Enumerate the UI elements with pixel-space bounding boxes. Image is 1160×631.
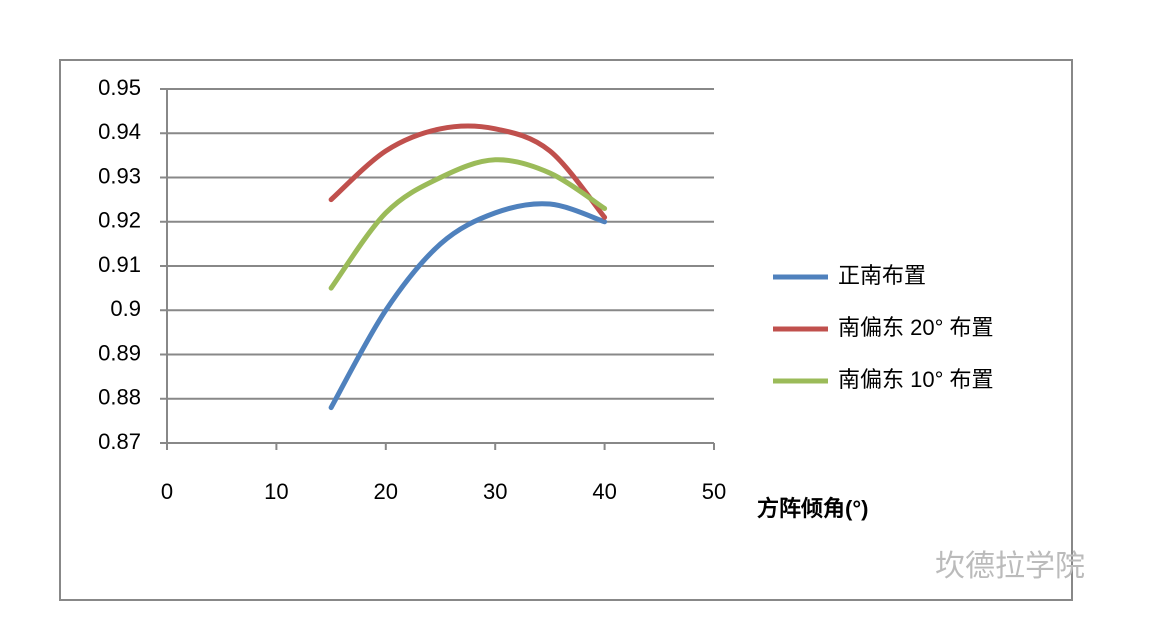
y-tick-label: 0.87 [98, 429, 141, 454]
y-tick-label: 0.95 [98, 75, 141, 100]
y-tick-label: 0.88 [98, 385, 141, 410]
x-tick-label: 30 [483, 479, 507, 504]
y-tick-label: 0.93 [98, 163, 141, 188]
x-axis-title: 方阵倾角(°) [757, 496, 868, 521]
y-tick-label: 0.94 [98, 119, 141, 144]
y-tick-label: 0.92 [98, 208, 141, 233]
x-tick-label: 50 [702, 479, 726, 504]
series-line [328, 123, 608, 220]
x-tick-label: 20 [374, 479, 398, 504]
legend-label: 南偏东 10° 布置 [838, 367, 994, 392]
series-line [328, 157, 608, 291]
legend-label: 南偏东 20° 布置 [838, 315, 994, 340]
watermark: 坎德拉学院 [935, 550, 1085, 583]
y-tick-label: 0.91 [98, 252, 141, 277]
y-tick-label: 0.9 [110, 296, 141, 321]
x-tick-label: 0 [161, 479, 173, 504]
y-tick-label: 0.89 [98, 340, 141, 365]
legend-label: 正南布置 [838, 263, 926, 288]
series-line [328, 201, 608, 411]
x-tick-label: 10 [264, 479, 288, 504]
chart-border [59, 59, 1073, 601]
x-tick-label: 40 [592, 479, 616, 504]
